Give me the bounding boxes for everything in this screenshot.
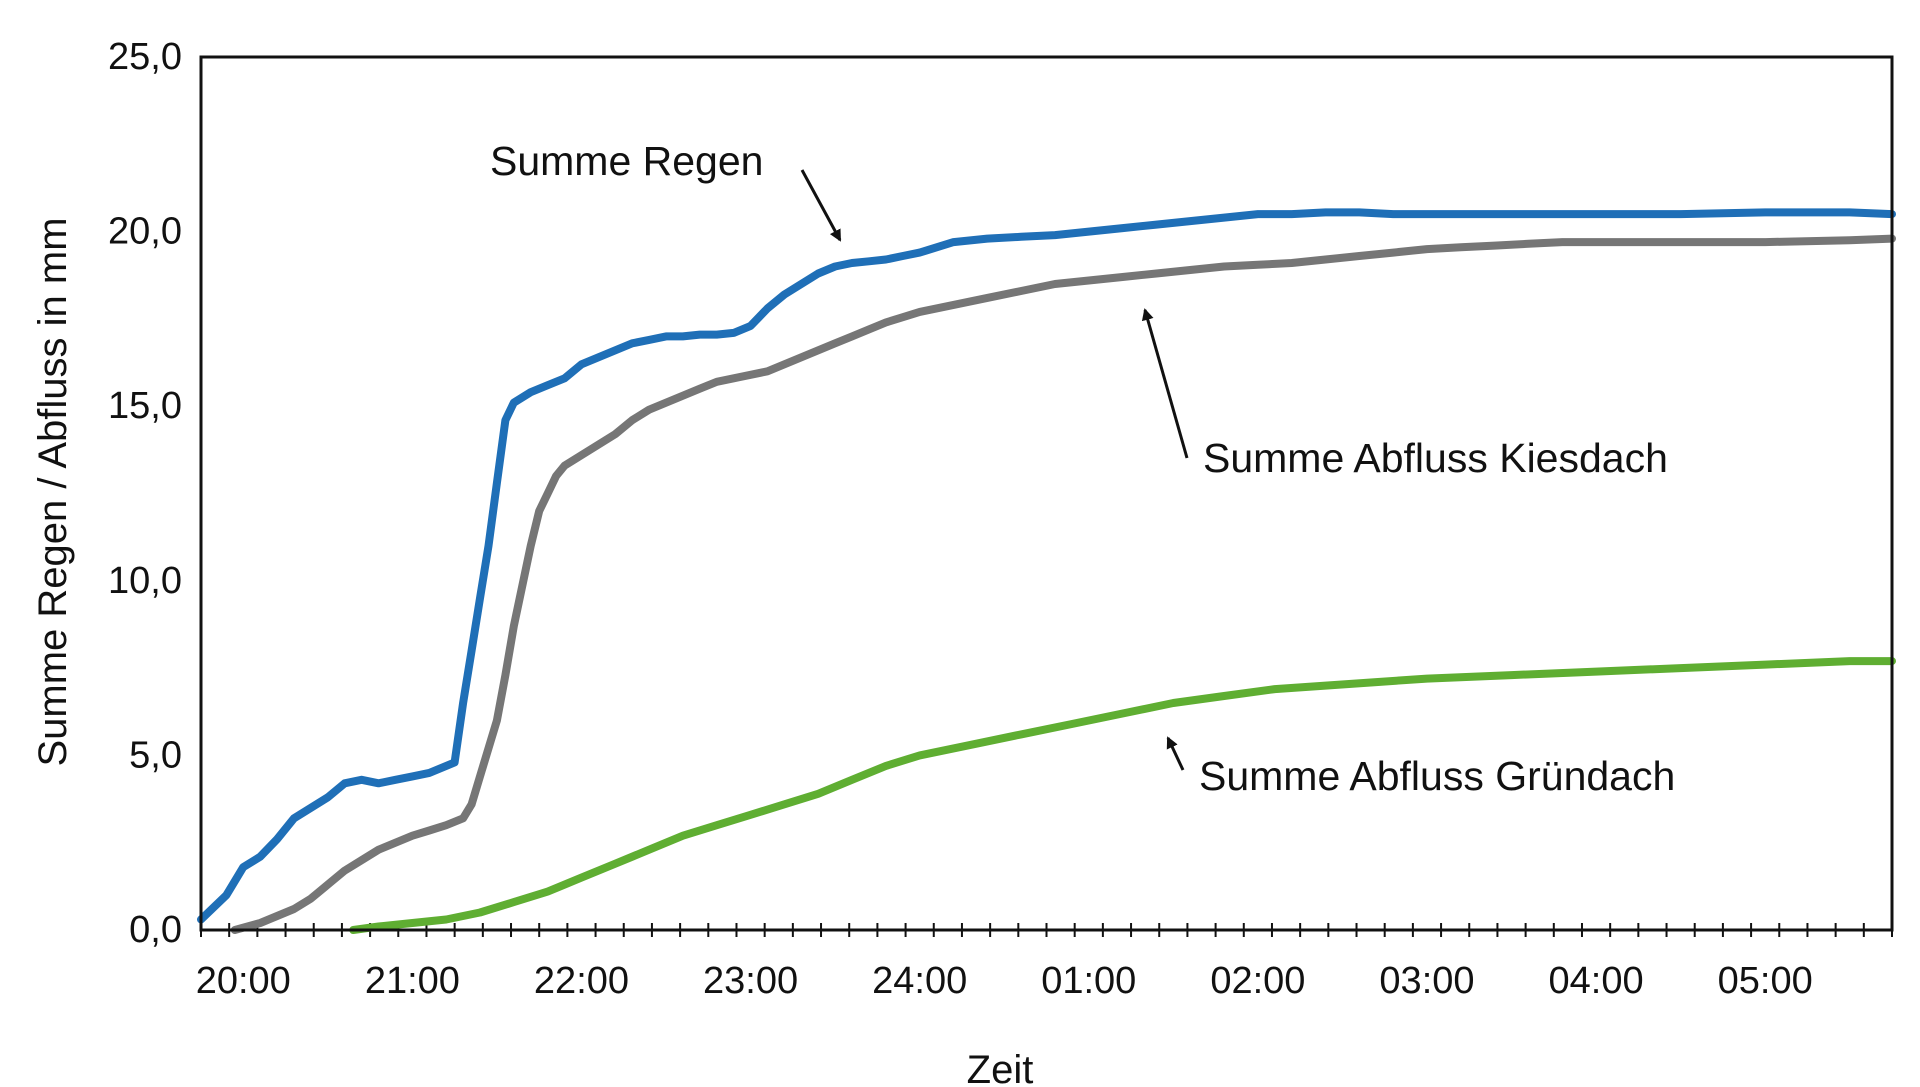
x-tick-label: 24:00 — [872, 960, 967, 1002]
annotation-arrow-regen — [800, 169, 842, 242]
series-line-summe-abfluss-kiesdach — [230, 234, 1896, 934]
annotation-label-gruendach: Summe Abfluss Gründach — [1199, 753, 1675, 799]
annotation-summe-abfluss-kiesdach: Summe Abfluss Kiesdach — [1141, 308, 1668, 481]
x-tick-label: 03:00 — [1379, 960, 1474, 1002]
annotation-summe-regen: Summe Regen — [490, 138, 842, 242]
annotation-arrow-kiesdach — [1141, 308, 1189, 459]
y-tick-label: 0,0 — [129, 909, 182, 951]
x-tick-label: 01:00 — [1041, 960, 1136, 1002]
y-tick-label: 20,0 — [108, 211, 182, 253]
x-tick-label: 22:00 — [534, 960, 629, 1002]
y-tick-label: 15,0 — [108, 385, 182, 427]
x-tick-label: 05:00 — [1718, 960, 1813, 1002]
x-tick-label: 23:00 — [703, 960, 798, 1002]
y-axis-title: Summe Regen / Abfluss in mm — [31, 217, 75, 766]
annotation-arrow-gruendach — [1166, 736, 1185, 771]
x-tick-label: 21:00 — [365, 960, 460, 1002]
plot-area-frame — [199, 55, 1894, 932]
annotation-label-regen: Summe Regen — [490, 138, 763, 184]
x-tick-label: 20:00 — [196, 960, 291, 1002]
y-tick-label: 10,0 — [108, 560, 182, 602]
annotation-label-kiesdach: Summe Abfluss Kiesdach — [1203, 435, 1668, 481]
series-group — [197, 208, 1896, 934]
annotation-summe-abfluss-gruendach: Summe Abfluss Gründach — [1166, 736, 1675, 799]
y-tick-label: 25,0 — [108, 36, 182, 78]
y-tick-label: 5,0 — [129, 734, 182, 776]
series-line-summe-regen — [197, 208, 1896, 924]
series-line-summe-abfluss-gruendach — [349, 657, 1896, 934]
x-tick-label: 04:00 — [1549, 960, 1644, 1002]
y-axis-tick-labels: 0,0 5,0 10,0 15,0 20,0 25,0 — [108, 36, 182, 951]
x-axis-title: Zeit — [967, 1048, 1034, 1087]
x-axis-tick-labels: 20:00 21:00 22:00 23:00 24:00 01:00 02:00 03:00… — [196, 960, 1813, 1002]
x-tick-label: 02:00 — [1210, 960, 1305, 1002]
